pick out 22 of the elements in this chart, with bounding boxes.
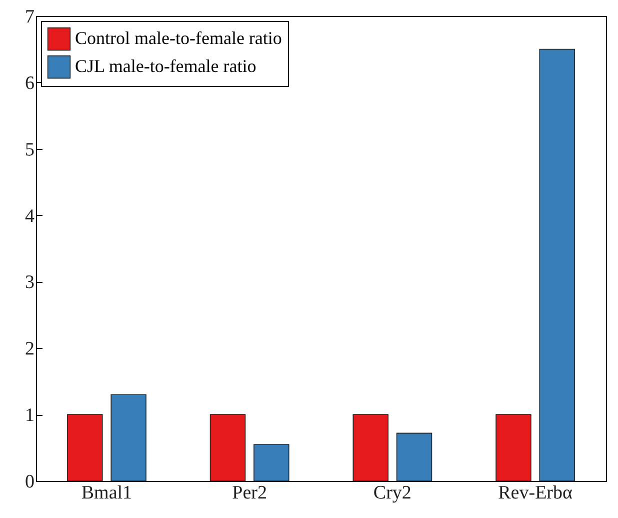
bar bbox=[352, 414, 388, 482]
y-tick-label: 7 bbox=[25, 6, 34, 28]
y-tick-label: 6 bbox=[25, 72, 34, 94]
x-tick-label: Cry2 bbox=[373, 482, 412, 504]
y-tick-label: 3 bbox=[25, 272, 34, 294]
y-tick-label: 1 bbox=[25, 405, 34, 426]
bar bbox=[539, 48, 575, 482]
bar bbox=[67, 414, 103, 482]
y-tick-label: 2 bbox=[25, 338, 34, 360]
bar bbox=[210, 414, 246, 482]
legend-label: Control male-to-female ratio bbox=[75, 28, 282, 48]
x-tick-label: Rev-Erbα bbox=[498, 482, 572, 504]
bar bbox=[110, 394, 146, 482]
y-tick-label: 5 bbox=[25, 139, 34, 160]
x-tick-label: Bmal1 bbox=[81, 482, 132, 504]
y-tick-label: 0 bbox=[25, 472, 34, 492]
x-tick-label: Per2 bbox=[232, 482, 267, 504]
bar bbox=[254, 444, 290, 482]
legend-label: CJL male-to-female ratio bbox=[75, 56, 256, 76]
y-tick-label: 4 bbox=[25, 206, 35, 227]
bar bbox=[496, 414, 532, 482]
bar bbox=[396, 432, 432, 482]
